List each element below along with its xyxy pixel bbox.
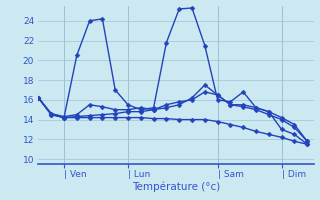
X-axis label: Température (°c): Température (°c) — [132, 181, 220, 192]
